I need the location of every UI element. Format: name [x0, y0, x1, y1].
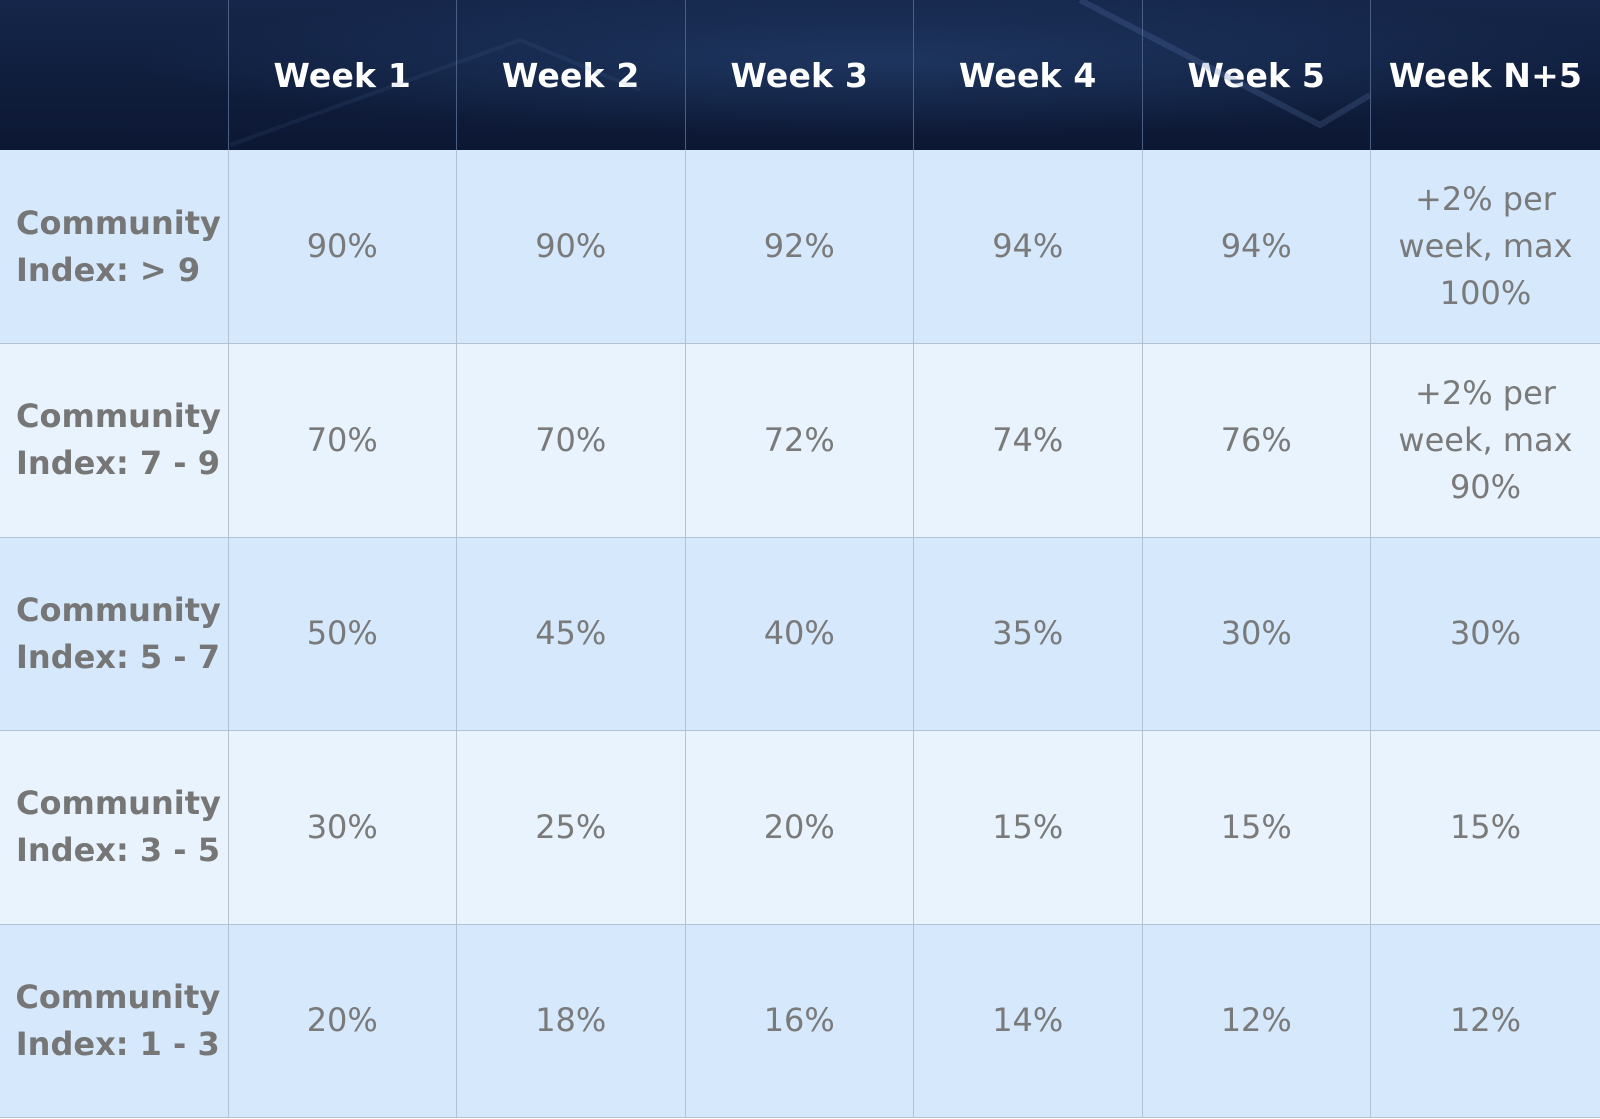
table-header: Week 1 Week 2 Week 3 Week 4 Week 5 Week … [0, 0, 1600, 150]
table-cell: 45% [456, 537, 685, 731]
table-cell: 50% [227, 537, 457, 731]
table-cell: 30% [227, 730, 457, 925]
table-cell: 30% [1370, 537, 1600, 731]
table-cell: 70% [227, 343, 457, 538]
table-cell: 30% [1141, 537, 1371, 731]
header-week-3: Week 3 [684, 0, 914, 150]
row-label: Community Index: 5 - 7 [0, 537, 228, 731]
table-cell: 72% [684, 343, 914, 538]
table-cell: 90% [227, 150, 457, 344]
header-week-1: Week 1 [227, 0, 457, 150]
header-week-n-plus-5: Week N+5 [1370, 0, 1600, 150]
row-label: Community Index: 7 - 9 [0, 343, 228, 538]
table-row: Community Index: 5 - 7 50% 45% 40% 35% 3… [0, 537, 1600, 731]
table-cell: 15% [1370, 730, 1600, 925]
table-body: Community Index: > 9 90% 90% 92% 94% 94%… [0, 150, 1600, 1118]
table-row: Community Index: 1 - 3 20% 18% 16% 14% 1… [0, 924, 1600, 1118]
table-cell: +2% per week, max 90% [1370, 343, 1600, 538]
table-cell: 40% [684, 537, 914, 731]
table-cell: 25% [456, 730, 685, 925]
table-cell: 15% [913, 730, 1142, 925]
table-cell: 15% [1141, 730, 1371, 925]
table-cell: 94% [913, 150, 1142, 344]
row-label: Community Index: > 9 [0, 150, 228, 344]
table-row: Community Index: 7 - 9 70% 70% 72% 74% 7… [0, 343, 1600, 538]
table-cell: 20% [227, 924, 457, 1118]
table-row: Community Index: 3 - 5 30% 25% 20% 15% 1… [0, 730, 1600, 925]
header-row: Week 1 Week 2 Week 3 Week 4 Week 5 Week … [0, 0, 1600, 150]
table-cell: 12% [1370, 924, 1600, 1118]
table-row: Community Index: > 9 90% 90% 92% 94% 94%… [0, 150, 1600, 344]
table-cell: 70% [456, 343, 685, 538]
table-cell: 90% [456, 150, 685, 344]
row-label: Community Index: 3 - 5 [0, 730, 228, 925]
header-week-4: Week 4 [913, 0, 1142, 150]
table-cell: 35% [913, 537, 1142, 731]
header-week-2: Week 2 [456, 0, 685, 150]
table-cell: 74% [913, 343, 1142, 538]
table-cell: 76% [1141, 343, 1371, 538]
table-cell: 12% [1141, 924, 1371, 1118]
table-cell: 94% [1141, 150, 1371, 344]
table-cell: 20% [684, 730, 914, 925]
header-corner-cell [0, 0, 228, 150]
row-label: Community Index: 1 - 3 [0, 924, 228, 1118]
header-week-5: Week 5 [1141, 0, 1371, 150]
table-cell: 18% [456, 924, 685, 1118]
table-cell: 92% [684, 150, 914, 344]
table-cell: 16% [684, 924, 914, 1118]
table-cell: 14% [913, 924, 1142, 1118]
table-cell: +2% per week, max 100% [1370, 150, 1600, 344]
